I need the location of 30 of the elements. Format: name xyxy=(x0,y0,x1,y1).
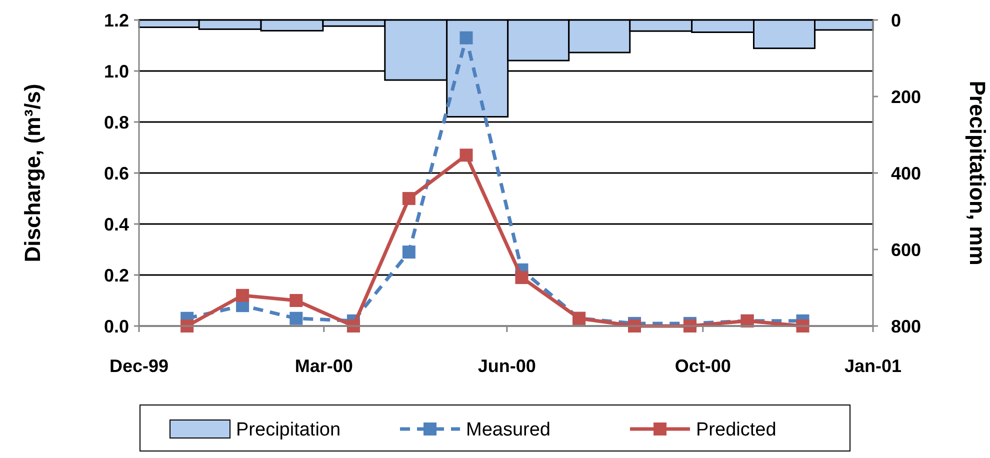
y-tick-label: 1.2 xyxy=(104,10,129,30)
y2-axis-title: Precipitation, mm xyxy=(965,80,990,266)
x-tick-label: Jun-00 xyxy=(478,356,536,376)
point xyxy=(236,288,250,302)
point xyxy=(460,148,473,162)
point xyxy=(460,31,473,44)
y2-tick-label: 200 xyxy=(891,86,922,107)
y-tick-label: 0.4 xyxy=(104,214,129,234)
legend-label: Precipitation xyxy=(236,420,341,441)
point xyxy=(290,294,303,307)
x-tick-label: Dec-99 xyxy=(109,356,169,376)
legend-label: Predicted xyxy=(696,420,776,441)
x-tick-label: Oct-00 xyxy=(674,356,731,376)
y-tick-label: 0.8 xyxy=(104,112,129,132)
y2-tick-label: 600 xyxy=(891,240,922,260)
point xyxy=(515,271,528,284)
x-tick-label: Mar-00 xyxy=(294,356,353,376)
y-tick-label: 1.0 xyxy=(104,61,129,82)
y-tick-label: 0.6 xyxy=(104,163,129,184)
y-tick-label: 0.2 xyxy=(104,265,129,286)
y-axis-title: Discharge, (m³/s) xyxy=(20,84,45,262)
y2-tick-label: 800 xyxy=(891,316,922,336)
y2-tick-label: 400 xyxy=(891,163,922,184)
point xyxy=(290,312,303,325)
x-tick-label: Jan-01 xyxy=(844,356,902,376)
legend-label: Measured xyxy=(466,420,550,441)
y2-tick-label: 0 xyxy=(891,10,902,30)
point xyxy=(402,192,416,205)
point xyxy=(402,246,416,259)
y-tick-label: 0.0 xyxy=(104,316,129,336)
